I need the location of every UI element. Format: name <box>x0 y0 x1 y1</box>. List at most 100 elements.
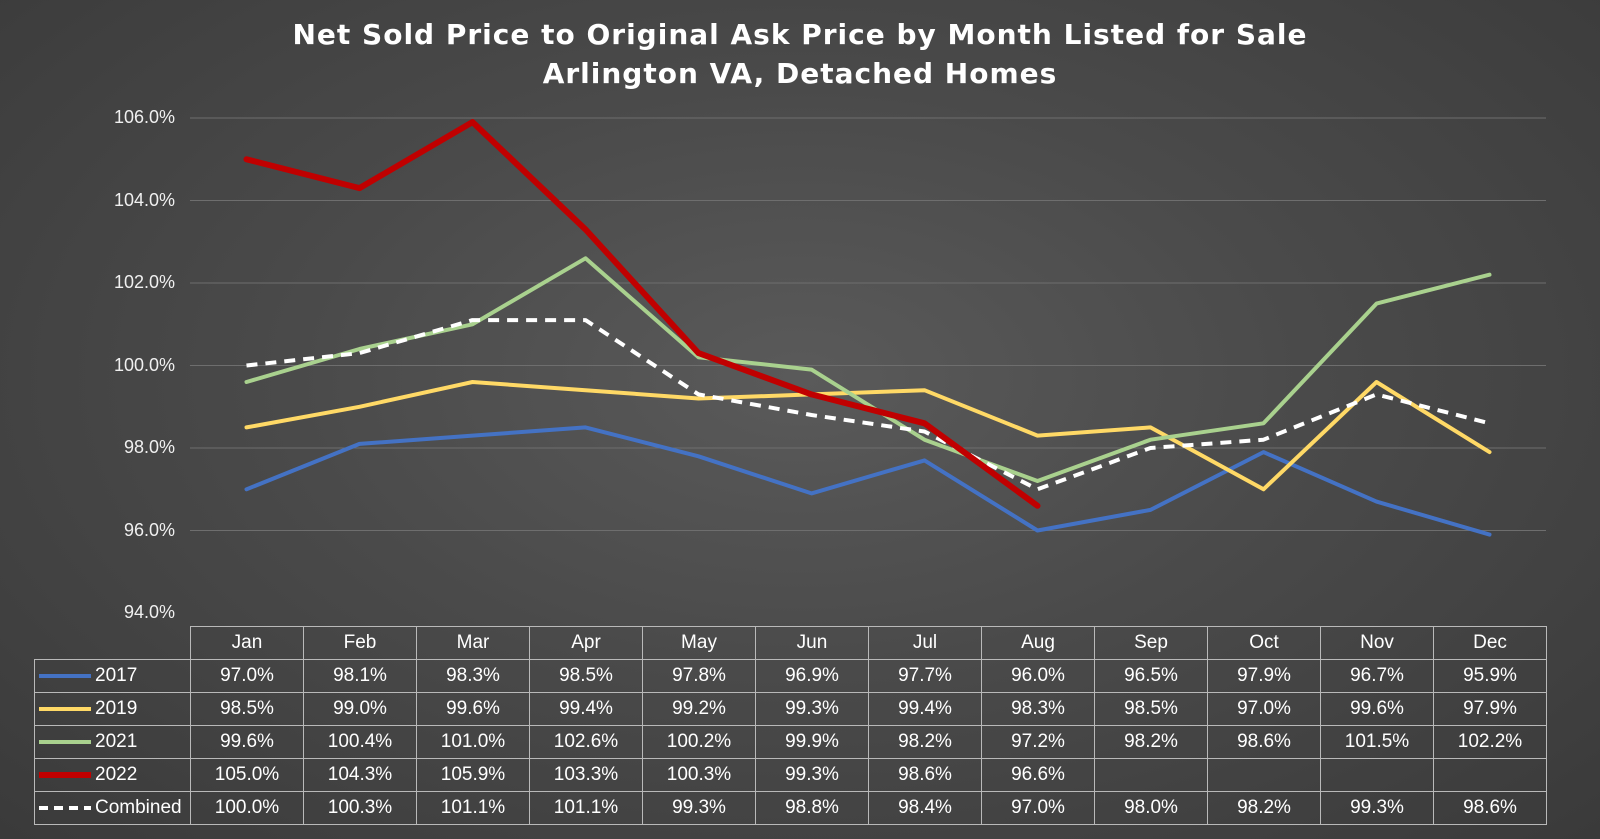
chart-subtitle: Arlington VA, Detached Homes <box>542 57 1058 90</box>
series-line-combined <box>246 318 1490 492</box>
data-label: 98.5% <box>190 692 304 726</box>
legend-swatch-icon <box>39 739 91 745</box>
data-label: 97.0% <box>1207 692 1321 726</box>
data-label: 103.3% <box>529 758 643 792</box>
data-label: 104.3% <box>303 758 417 792</box>
y-tick-label: 98.0% <box>123 437 175 457</box>
data-label: 97.8% <box>642 659 756 693</box>
data-label: 96.5% <box>1094 659 1208 693</box>
series-line-2017 <box>244 425 1492 537</box>
series-line-2022 <box>243 119 1041 509</box>
data-label: 96.7% <box>1320 659 1434 693</box>
data-label: 98.5% <box>1094 692 1208 726</box>
table-row: 2022 105.0% 104.3% 105.9% 103.3% 100.3% 99.3% 9… <box>34 758 1547 792</box>
data-label: 98.1% <box>303 659 417 693</box>
data-label <box>1433 758 1547 792</box>
data-label: 98.0% <box>1094 791 1208 825</box>
data-label: 99.3% <box>755 692 869 726</box>
data-label: 96.9% <box>755 659 869 693</box>
data-label: 97.0% <box>190 659 304 693</box>
data-label: 99.3% <box>1320 791 1434 825</box>
legend-label: 2022 <box>95 764 138 785</box>
y-tick-label: 104.0% <box>113 189 175 210</box>
data-label: 98.2% <box>1094 725 1208 759</box>
y-tick-label: 102.0% <box>113 272 175 292</box>
data-label: 100.2% <box>642 725 756 759</box>
data-label: 96.6% <box>981 758 1095 792</box>
x-tick-label: Aug <box>981 626 1095 660</box>
data-label: 97.7% <box>868 659 982 693</box>
x-tick-label: Mar <box>416 626 530 660</box>
x-tick-label: Nov <box>1320 626 1434 660</box>
legend-entry: 2022 <box>34 758 191 792</box>
legend-swatch-icon <box>39 706 91 712</box>
x-tick-label: Feb <box>303 626 417 660</box>
data-label: 100.3% <box>642 758 756 792</box>
x-tick-label: Sep <box>1094 626 1208 660</box>
data-label: 99.4% <box>868 692 982 726</box>
table-corner <box>34 626 191 660</box>
x-tick-label: Apr <box>529 626 643 660</box>
legend-swatch-icon <box>39 771 91 778</box>
data-label: 99.9% <box>755 725 869 759</box>
data-label: 99.6% <box>190 725 304 759</box>
x-tick-label: Dec <box>1433 626 1547 660</box>
data-label: 105.9% <box>416 758 530 792</box>
legend-swatch-icon <box>39 805 91 811</box>
data-label <box>1320 758 1434 792</box>
data-label: 98.8% <box>755 791 869 825</box>
table-row: Combined 100.0% 100.3% 101.1% 101.1% 99.3% 98.… <box>34 791 1547 825</box>
legend-entry: Combined <box>34 791 191 825</box>
data-label: 98.6% <box>868 758 982 792</box>
data-label: 99.3% <box>642 791 756 825</box>
series-lines <box>243 119 1492 537</box>
series-line-2019 <box>244 380 1492 492</box>
data-label: 98.2% <box>1207 791 1321 825</box>
data-label: 98.6% <box>1207 725 1321 759</box>
table-row: 2019 98.5% 99.0% 99.6% 99.4% 99.2% 99.3% 99.4% 9… <box>34 692 1547 726</box>
data-label: 105.0% <box>190 758 304 792</box>
y-tick-label: 100.0% <box>113 354 175 375</box>
data-label: 100.3% <box>303 791 417 825</box>
gridlines <box>190 117 1546 531</box>
y-tick-label: 106.0% <box>113 107 175 127</box>
legend-entry: 2021 <box>34 725 191 759</box>
data-label: 99.6% <box>416 692 530 726</box>
legend-label: 2021 <box>95 731 138 752</box>
legend-label: 2017 <box>95 665 138 686</box>
y-tick-label: 96.0% <box>123 519 175 540</box>
x-tick-label: Jan <box>190 626 304 660</box>
data-label: 99.3% <box>755 758 869 792</box>
series-line-2021 <box>244 256 1492 483</box>
data-label: 99.0% <box>303 692 417 726</box>
data-label: 98.6% <box>1433 791 1547 825</box>
legend-entry: 2019 <box>34 692 191 726</box>
data-label: 96.0% <box>981 659 1095 693</box>
data-label: 97.0% <box>981 791 1095 825</box>
data-label: 98.4% <box>868 791 982 825</box>
data-label <box>1094 758 1208 792</box>
data-label: 102.6% <box>529 725 643 759</box>
x-tick-label: Oct <box>1207 626 1321 660</box>
data-label: 97.9% <box>1433 692 1547 726</box>
x-tick-label: Jun <box>755 626 869 660</box>
data-label: 102.2% <box>1433 725 1547 759</box>
y-tick-label: 94.0% <box>123 602 175 622</box>
data-label: 98.3% <box>981 692 1095 726</box>
data-label: 100.4% <box>303 725 417 759</box>
legend-label: 2019 <box>95 698 138 719</box>
legend-label: Combined <box>95 797 182 818</box>
table-row: 2021 99.6% 100.4% 101.0% 102.6% 100.2% 99.9% 98… <box>34 725 1547 759</box>
data-label: 101.0% <box>416 725 530 759</box>
data-label: 97.2% <box>981 725 1095 759</box>
data-label: 99.2% <box>642 692 756 726</box>
legend-entry: 2017 <box>34 659 191 693</box>
x-tick-label: Jul <box>868 626 982 660</box>
table-row: 2017 97.0% 98.1% 98.3% 98.5% 97.8% 96.9% 97.7% 9… <box>34 659 1547 693</box>
data-label: 101.1% <box>416 791 530 825</box>
legend-swatch-icon <box>39 673 91 679</box>
chart-title: Net Sold Price to Original Ask Price by … <box>292 18 1308 51</box>
x-tick-label: May <box>642 626 756 660</box>
data-label: 99.6% <box>1320 692 1434 726</box>
